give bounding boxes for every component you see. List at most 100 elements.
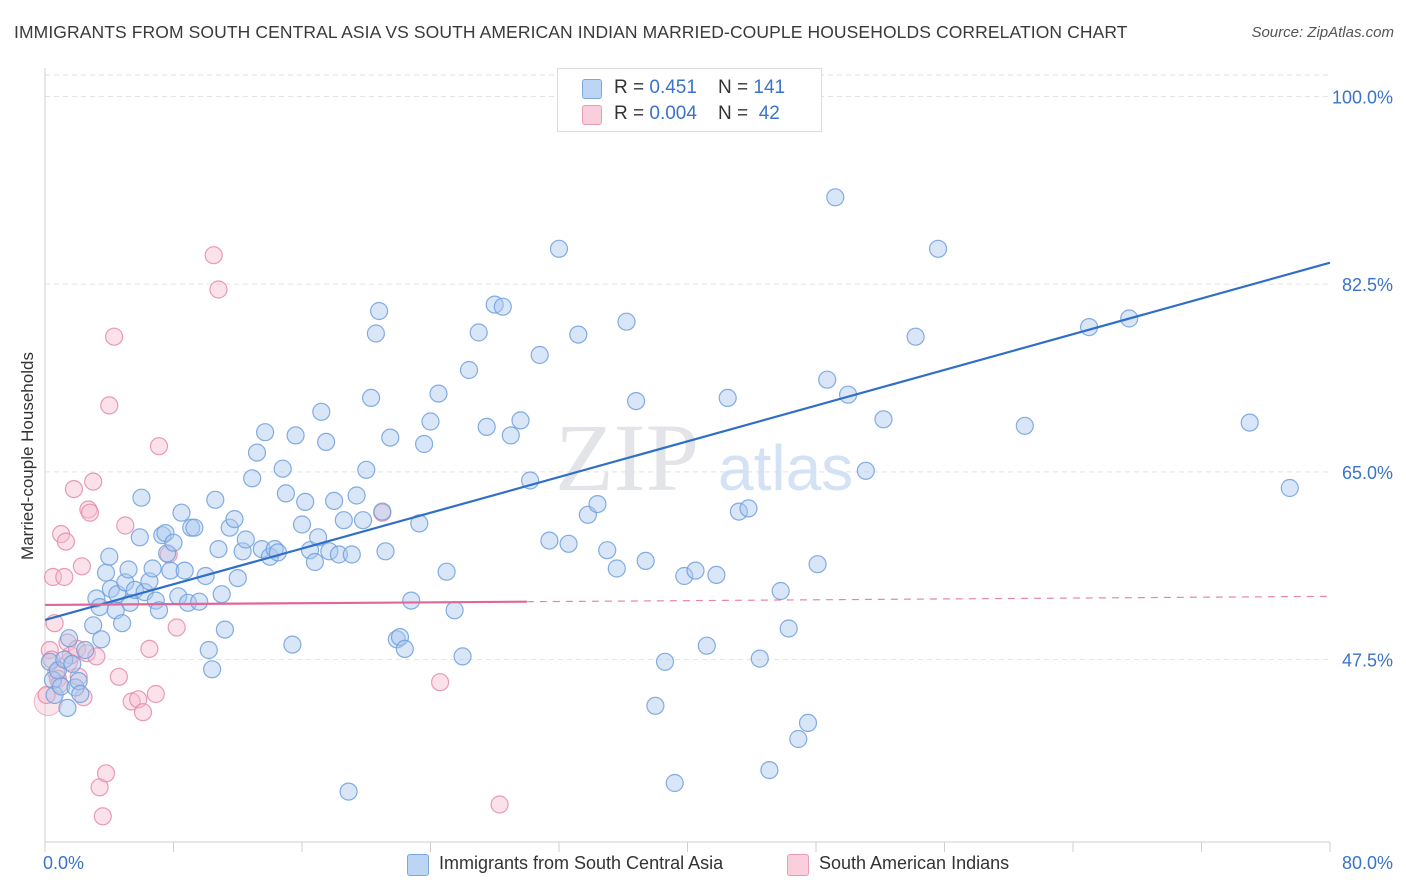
- data-point: [292, 515, 312, 534]
- data-point: [276, 484, 295, 503]
- data-point: [84, 616, 103, 635]
- chart-title: IMMIGRANTS FROM SOUTH CENTRAL ASIA VS SO…: [14, 22, 1128, 42]
- legend-n-value: 42: [758, 103, 780, 124]
- data-point: [140, 639, 159, 659]
- data-point: [501, 426, 520, 445]
- data-point: [373, 502, 392, 521]
- data-point: [143, 559, 162, 578]
- legend-r-value: 0.004: [649, 103, 697, 124]
- trend-line-pink-extension: [526, 595, 1331, 603]
- data-point: [493, 297, 512, 316]
- legend-n-value: 141: [753, 77, 786, 98]
- data-point: [750, 649, 769, 668]
- data-point: [353, 511, 373, 530]
- data-point: [96, 764, 116, 783]
- data-point: [459, 360, 479, 380]
- legend-label-immigrants: Immigrants from South Central Asia: [439, 853, 724, 873]
- source-label: Source: ZipAtlas.com: [1251, 24, 1394, 41]
- data-point: [167, 618, 186, 637]
- data-point: [77, 644, 96, 663]
- data-point: [707, 565, 726, 585]
- data-point: [569, 325, 588, 344]
- data-point: [530, 345, 549, 365]
- data-point: [164, 533, 183, 552]
- data-point: [1280, 478, 1299, 498]
- axes: [44, 68, 1331, 852]
- watermark: ZIP atlas: [555, 404, 853, 511]
- data-point: [390, 627, 410, 647]
- data-point: [220, 518, 239, 537]
- data-point: [429, 384, 448, 403]
- data-point: [116, 516, 135, 535]
- data-point: [818, 370, 837, 389]
- x-tick-label-max: 80.0%: [1341, 853, 1393, 873]
- data-point: [477, 417, 496, 436]
- data-point: [559, 534, 578, 553]
- data-point: [697, 636, 716, 655]
- data-point: [312, 402, 331, 421]
- data-point: [718, 388, 737, 407]
- data-point: [789, 729, 808, 749]
- y-tick-label: 47.5%: [1342, 651, 1393, 671]
- legend-r-value: 0.451: [649, 77, 697, 98]
- data-point: [636, 551, 655, 571]
- data-point: [212, 585, 231, 604]
- data-point: [646, 696, 665, 715]
- data-point: [453, 647, 472, 666]
- y-tick-label: 82.5%: [1342, 275, 1393, 295]
- data-point: [104, 327, 124, 346]
- data-point: [1015, 416, 1034, 435]
- data-point: [233, 542, 252, 561]
- data-point: [317, 432, 336, 451]
- data-point: [256, 423, 275, 442]
- data-point: [376, 542, 395, 561]
- data-point: [296, 492, 315, 511]
- data-point: [273, 459, 292, 478]
- data-point: [808, 555, 827, 574]
- data-point: [928, 239, 948, 258]
- data-point: [84, 472, 103, 491]
- data-point: [431, 673, 450, 692]
- data-point: [132, 488, 151, 507]
- data-point: [490, 795, 509, 814]
- data-point: [64, 480, 84, 499]
- data-point: [339, 782, 358, 801]
- data-point: [161, 561, 180, 580]
- data-point: [172, 503, 191, 522]
- data-point: [325, 491, 344, 510]
- data-point: [540, 531, 559, 550]
- data-point: [686, 561, 705, 580]
- trend-lines: [44, 261, 1331, 622]
- data-point: [445, 601, 464, 620]
- data-point: [665, 773, 684, 793]
- data-point: [72, 557, 92, 576]
- data-point: [265, 539, 284, 559]
- data-point: [175, 561, 194, 580]
- data-point: [146, 684, 165, 704]
- data-point: [203, 660, 222, 679]
- data-point: [130, 528, 149, 547]
- data-point: [236, 530, 255, 549]
- data-point: [63, 654, 82, 674]
- data-point: [347, 486, 366, 505]
- legend-label-south-american-indians: South American Indians: [819, 853, 1010, 873]
- data-point: [59, 629, 79, 648]
- data-point: [100, 396, 119, 415]
- data-point: [362, 388, 381, 407]
- data-point: [381, 428, 400, 447]
- legend-r-label: R =: [614, 77, 650, 98]
- data-point: [626, 392, 646, 411]
- data-point: [119, 560, 138, 579]
- legend-swatch-pink: [787, 854, 809, 876]
- data-point: [206, 490, 225, 509]
- data-point: [511, 411, 530, 430]
- data-point: [370, 301, 389, 321]
- data-point: [79, 500, 98, 519]
- legend-n-label: N =: [718, 77, 754, 98]
- series-south-american-indians: [33, 246, 509, 826]
- data-point: [185, 518, 204, 537]
- data-point: [92, 630, 111, 649]
- legend-swatch-blue: [582, 79, 602, 99]
- data-point: [771, 581, 790, 601]
